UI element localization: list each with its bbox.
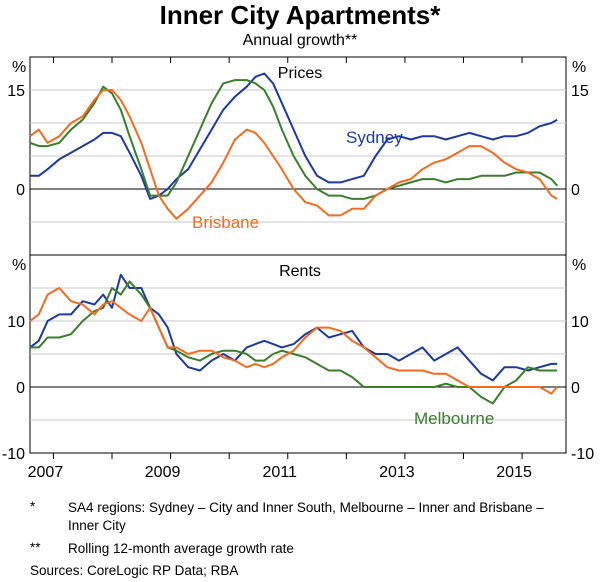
rents-ytick-left: -10 — [2, 446, 25, 463]
rents-series-melbourne — [30, 280, 558, 405]
rents-ytick-left: 10 — [7, 314, 25, 331]
prices-unit-right: % — [572, 59, 586, 76]
x-tick-label: 2009 — [145, 464, 181, 481]
sources-note: Sources: CoreLogic RP Data; RBA — [30, 563, 239, 578]
rents-unit-left: % — [12, 257, 26, 274]
rents-series-brisbane — [29, 287, 558, 395]
footnote-star-text: SA4 regions: Sydney – City and Inner Sou… — [68, 500, 544, 533]
prices-ytick-left: 0 — [16, 182, 25, 199]
x-tick-label: 2013 — [379, 464, 415, 481]
chart-subtitle: Annual growth** — [242, 32, 358, 49]
prices-ytick-left: 15 — [7, 83, 25, 100]
footnote-dstar-mark: ** — [30, 540, 41, 555]
prices-ytick-right: 0 — [571, 182, 580, 199]
prices-panel-title: Prices — [278, 65, 322, 82]
rents-panel-title: Rents — [279, 263, 321, 280]
prices-unit-left: % — [12, 59, 26, 76]
rents-unit-right: % — [572, 257, 586, 274]
label-brisbane: Brisbane — [192, 213, 259, 232]
rents-series-sydney — [29, 273, 558, 382]
prices-series-brisbane — [29, 89, 558, 220]
x-tick-label: 2011 — [263, 464, 298, 481]
chart-title: Inner City Apartments* — [159, 0, 441, 30]
x-tick-label: 2007 — [28, 464, 64, 481]
label-melbourne: Melbourne — [414, 409, 494, 428]
prices-series-sydney — [30, 72, 558, 200]
rents-ytick-right: -10 — [571, 446, 594, 463]
prices-ytick-right: 15 — [571, 83, 589, 100]
rents-ytick-left: 0 — [16, 380, 25, 397]
footnote-star-mark: * — [30, 499, 36, 514]
rents-ytick-right: 0 — [571, 380, 580, 397]
footnote-dstar-text: Rolling 12-month average growth rate — [68, 541, 294, 556]
rents-ytick-right: 10 — [571, 314, 589, 331]
prices-series-melbourne — [29, 79, 558, 200]
x-tick-label: 2015 — [496, 464, 532, 481]
label-sydney: Sydney — [346, 128, 403, 147]
